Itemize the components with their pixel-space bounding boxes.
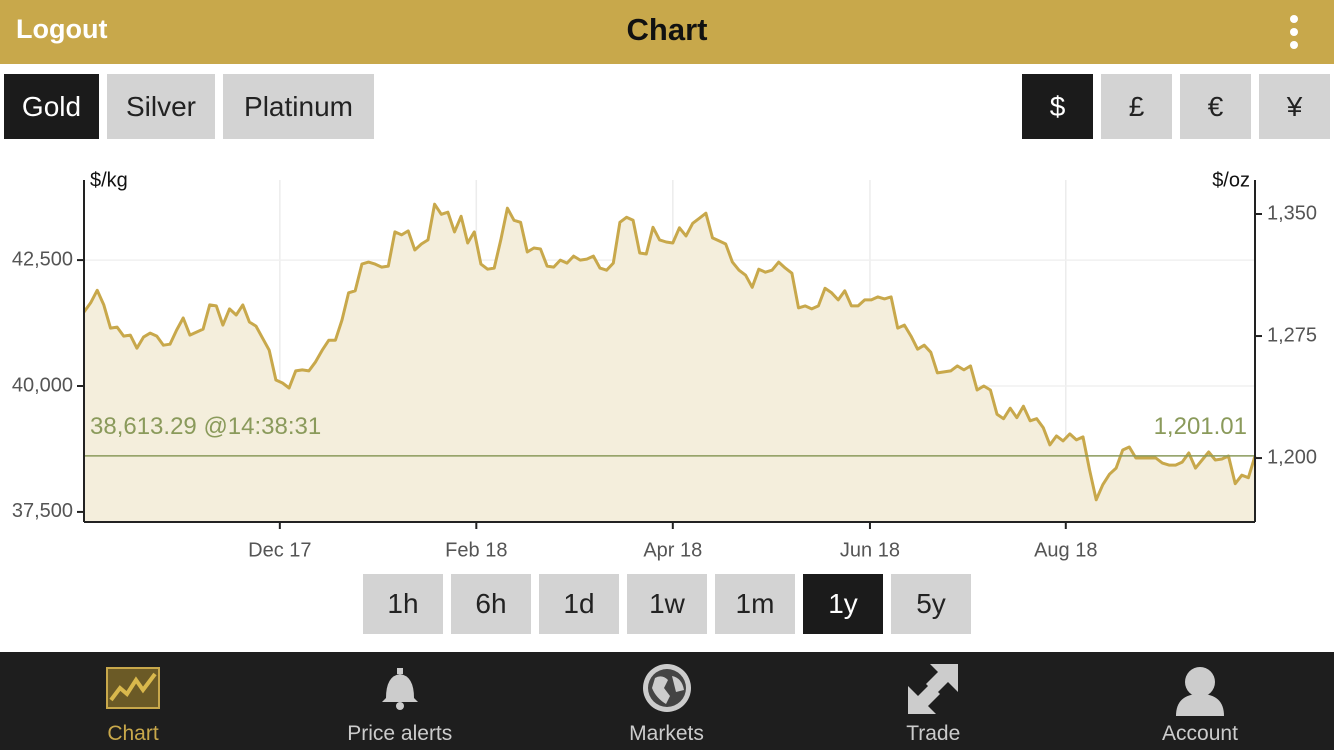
range-button[interactable]: 5y bbox=[891, 574, 971, 634]
range-button[interactable]: 1m bbox=[715, 574, 795, 634]
y2-axis-label: $/oz bbox=[1212, 169, 1250, 191]
y-axis-label: $/kg bbox=[90, 169, 128, 191]
metal-button[interactable]: Platinum bbox=[223, 74, 374, 139]
currency-button[interactable]: ¥ bbox=[1259, 74, 1330, 139]
x-tick-label: Jun 18 bbox=[840, 539, 900, 561]
range-button[interactable]: 1h bbox=[363, 574, 443, 634]
bell-icon bbox=[382, 668, 418, 710]
area-fill bbox=[84, 204, 1255, 522]
x-tick-label: Dec 17 bbox=[248, 539, 311, 561]
chart-icon bbox=[106, 667, 160, 709]
tab-label[interactable]: Account bbox=[1162, 722, 1238, 745]
range-button[interactable]: 6h bbox=[451, 574, 531, 634]
currency-button[interactable]: € bbox=[1180, 74, 1251, 139]
tab-icons bbox=[106, 664, 1224, 716]
trade-icon bbox=[908, 664, 958, 714]
range-button[interactable]: 1w bbox=[627, 574, 707, 634]
range-button[interactable]: 1d bbox=[539, 574, 619, 634]
y2-tick-label: 1,200 bbox=[1267, 446, 1317, 468]
currency-button[interactable]: $ bbox=[1022, 74, 1093, 139]
y2-tick-label: 1,275 bbox=[1267, 324, 1317, 346]
current-price-oz-label: 1,201.01 bbox=[1154, 413, 1247, 440]
menu-button[interactable] bbox=[1284, 14, 1304, 50]
metal-button[interactable]: Gold bbox=[4, 74, 99, 139]
tab-label[interactable]: Chart bbox=[107, 722, 159, 745]
logout-button[interactable]: Logout bbox=[16, 14, 108, 44]
metal-button[interactable]: Silver bbox=[107, 74, 215, 139]
y-tick-label: 37,500 bbox=[12, 500, 73, 522]
tab-label[interactable]: Trade bbox=[906, 722, 961, 745]
current-price-label: 38,613.29 @14:38:31 bbox=[90, 413, 321, 440]
tab-label[interactable]: Markets bbox=[629, 722, 704, 745]
range-button[interactable]: 1y bbox=[803, 574, 883, 634]
y-tick-label: 42,500 bbox=[12, 248, 73, 270]
account-icon bbox=[1176, 667, 1224, 716]
x-tick-label: Feb 18 bbox=[445, 539, 507, 561]
x-tick-label: Apr 18 bbox=[643, 539, 702, 561]
x-tick-label: Aug 18 bbox=[1034, 539, 1097, 561]
currency-button[interactable]: £ bbox=[1101, 74, 1172, 139]
globe-icon bbox=[643, 664, 691, 712]
header-bar bbox=[0, 0, 1334, 64]
y-tick-label: 40,000 bbox=[12, 374, 73, 396]
price-line bbox=[82, 202, 1257, 502]
tab-label[interactable]: Price alerts bbox=[347, 722, 453, 745]
header-title: Chart bbox=[626, 12, 708, 47]
y2-tick-label: 1,350 bbox=[1267, 202, 1317, 224]
